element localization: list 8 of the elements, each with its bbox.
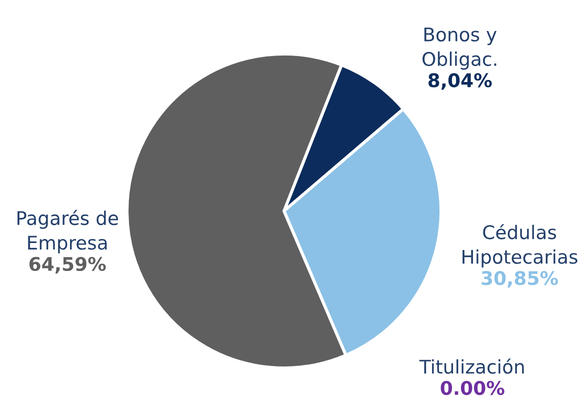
category-label: Titulización bbox=[419, 358, 524, 374]
data-label: 64,59% bbox=[29, 256, 106, 274]
slice-label: Cédulas Hipotecarias bbox=[462, 224, 578, 268]
data-label: 8,04% bbox=[428, 73, 492, 90]
slice-label: Pagarés de Empresa bbox=[18, 210, 118, 254]
slice-label: Bonos y Obligac. bbox=[422, 28, 497, 70]
text: 0.00% bbox=[440, 380, 504, 396]
data-label: 30,85% bbox=[482, 270, 558, 288]
